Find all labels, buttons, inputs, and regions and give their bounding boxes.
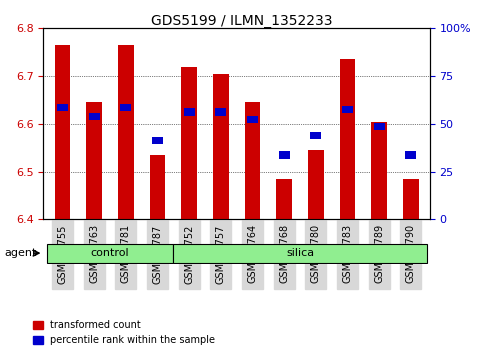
FancyBboxPatch shape <box>173 244 426 263</box>
Bar <box>244 102 260 219</box>
Bar <box>371 121 387 219</box>
Bar <box>181 67 197 219</box>
Bar <box>150 155 165 219</box>
Bar <box>120 104 131 111</box>
Bar <box>308 150 324 219</box>
Bar <box>215 108 227 115</box>
Bar <box>405 152 416 159</box>
Bar <box>57 104 68 111</box>
Bar <box>310 132 321 139</box>
Legend: transformed count, percentile rank within the sample: transformed count, percentile rank withi… <box>29 316 219 349</box>
Bar <box>340 59 355 219</box>
Bar <box>152 137 163 144</box>
Bar <box>403 179 419 219</box>
Bar <box>279 152 290 159</box>
Bar <box>247 115 258 123</box>
Bar <box>184 108 195 115</box>
FancyBboxPatch shape <box>47 244 173 263</box>
Bar <box>342 106 353 113</box>
Bar <box>88 113 99 120</box>
Text: GDS5199 / ILMN_1352233: GDS5199 / ILMN_1352233 <box>151 14 332 28</box>
Bar <box>118 45 134 219</box>
Bar <box>276 179 292 219</box>
Bar <box>55 45 71 219</box>
Text: silica: silica <box>286 248 314 258</box>
Text: control: control <box>91 248 129 258</box>
Bar <box>374 123 385 130</box>
Text: agent: agent <box>5 248 37 258</box>
Bar <box>86 102 102 219</box>
Bar <box>213 74 229 219</box>
